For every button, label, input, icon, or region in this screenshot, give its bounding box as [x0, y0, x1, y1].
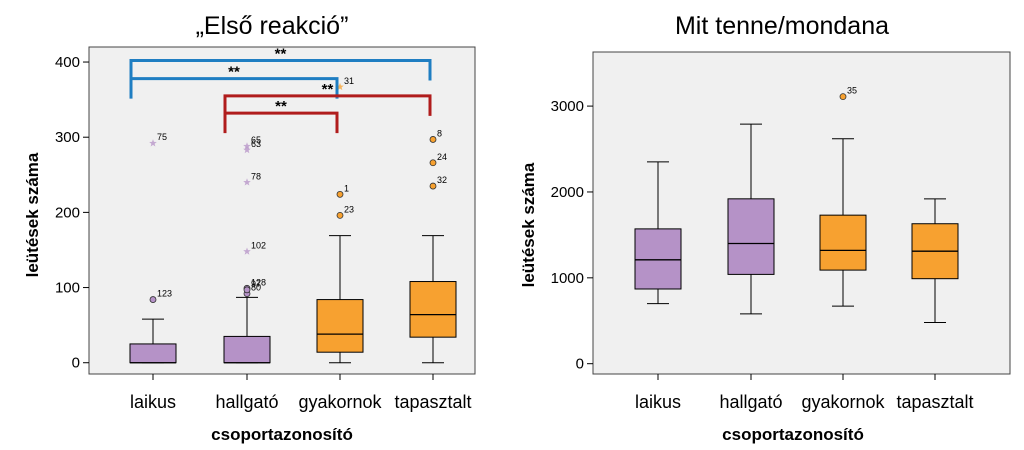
left-box-hallgató — [223, 335, 271, 364]
right-chart-plot: 0 1000 2000 3000 laikus hallgató gyakornok tapa… — [551, 51, 1011, 412]
left-significance-label: ** — [322, 81, 334, 98]
left-significance-bracket — [129, 77, 339, 99]
right-box-laikus — [634, 228, 682, 290]
right-chart-y-axis-label: leütések száma — [519, 162, 538, 287]
left-significance-bracket — [129, 59, 432, 81]
left-outlier-label: 24 — [437, 152, 447, 162]
left-outlier-label: 123 — [157, 289, 172, 299]
left-significance-label: ** — [228, 64, 240, 81]
right-x-tick-label: laikus — [635, 392, 681, 412]
left-y-tick-label: 100 — [55, 280, 80, 297]
left-extreme-point — [243, 178, 251, 186]
left-chart-plot: 0 100 200 300 400 laikus hallgató gyakornok tapa… — [55, 46, 476, 412]
right-y-tick-label: 0 — [576, 356, 584, 373]
left-outlier-label: 63 — [251, 139, 261, 149]
left-outlier-point — [336, 211, 344, 219]
right-outlier-point — [839, 93, 847, 101]
right-box-hallgató — [727, 198, 775, 275]
right-x-tick-label: hallgató — [719, 392, 782, 412]
right-y-tick-label: 1000 — [551, 270, 584, 287]
right-box-gyakornok — [819, 214, 867, 271]
left-outlier-label: 32 — [437, 175, 447, 185]
left-y-tick-label: 0 — [72, 355, 80, 372]
left-significance-label: ** — [275, 46, 287, 63]
left-box-laikus — [129, 343, 177, 364]
left-outlier-label: 23 — [344, 204, 354, 214]
left-box-tapasztalt — [409, 281, 457, 338]
left-outlier-label: 65 — [251, 135, 261, 145]
right-x-tick-label: gyakornok — [801, 392, 885, 412]
left-chart-title: „Első reakció” — [196, 12, 349, 40]
left-y-tick-label: 200 — [55, 204, 80, 221]
left-outlier-point — [429, 159, 437, 167]
left-significance-label: ** — [275, 98, 287, 115]
left-outlier-point — [336, 190, 344, 198]
left-x-tick-label: tapasztalt — [394, 392, 471, 412]
left-outlier-label: 8 — [437, 128, 442, 138]
left-outlier-point — [429, 182, 437, 190]
left-extreme-point — [243, 142, 251, 150]
left-outlier-point — [429, 136, 437, 143]
right-y-tick-label: 2000 — [551, 184, 584, 201]
left-outlier-label: 78 — [251, 171, 261, 181]
left-extreme-point — [243, 145, 251, 154]
left-outlier-label: 80 — [251, 283, 261, 293]
left-outlier-point — [149, 296, 157, 303]
left-x-tick-label: hallgató — [215, 392, 278, 412]
left-box-gyakornok — [316, 299, 364, 353]
left-significance-bracket — [223, 94, 432, 116]
left-y-tick-label: 300 — [55, 129, 80, 146]
left-outlier-label: 97 — [251, 279, 261, 289]
left-x-tick-label: gyakornok — [298, 392, 382, 412]
left-y-tick-label: 400 — [55, 54, 80, 71]
left-outlier-label: 75 — [157, 132, 167, 142]
left-outlier-label: 102 — [251, 240, 266, 250]
left-outlier-label: 1 — [344, 183, 349, 193]
right-chart-x-axis-label: csoportazonosító — [722, 425, 864, 444]
right-outlier-label: 35 — [847, 86, 857, 96]
left-chart-x-axis-label: csoportazonosító — [211, 425, 353, 444]
left-extreme-point — [149, 139, 157, 147]
left-chart-y-axis-label: leütések száma — [23, 152, 42, 277]
left-outlier-label: 31 — [344, 76, 354, 86]
right-y-tick-label: 3000 — [551, 98, 584, 115]
left-significance-bracket — [223, 111, 339, 134]
right-chart-title: Mit tenne/mondana — [675, 12, 889, 40]
left-extreme-point — [336, 82, 344, 91]
right-x-tick-label: tapasztalt — [896, 392, 973, 412]
left-outlier-point — [243, 286, 251, 294]
left-x-tick-label: laikus — [130, 392, 176, 412]
left-outlier-label: 128 — [251, 277, 266, 287]
right-plot-background — [592, 51, 1011, 375]
left-extreme-point — [243, 247, 251, 255]
